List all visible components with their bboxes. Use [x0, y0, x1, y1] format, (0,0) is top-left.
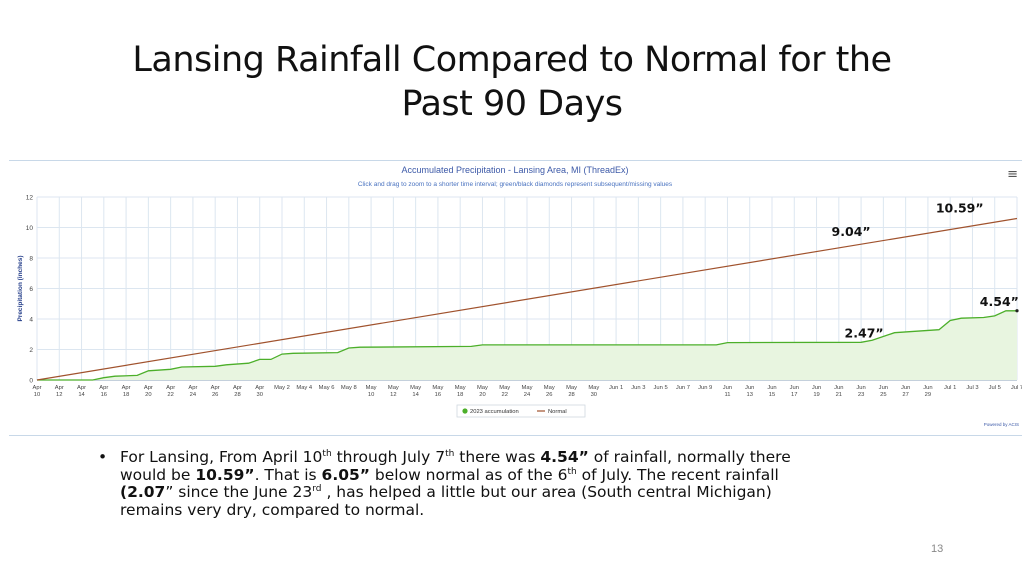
- x-tick-label: May 18: [455, 385, 466, 398]
- x-tick-label: Jul 3: [966, 385, 978, 391]
- slide-title-line-2: Past 90 Days: [401, 84, 623, 124]
- bullet-superscript: th: [567, 466, 577, 477]
- x-tick-label: Jul 7: [1011, 385, 1022, 391]
- x-tick-label: Apr 16: [99, 385, 108, 398]
- x-tick-label: May 6: [319, 385, 335, 391]
- bullet-text-part: , has helped a little but our area (Sout…: [120, 483, 772, 519]
- bullet-dot: •: [98, 448, 108, 466]
- y-tick-label: 6: [29, 286, 33, 293]
- bullet-text-part: through July 7: [331, 448, 446, 466]
- x-tick-label: Jun 13: [745, 385, 754, 398]
- x-tick-label: Jun 27: [901, 385, 910, 398]
- series-2023-end-point: [1015, 309, 1019, 313]
- y-tick-label: 0: [29, 378, 33, 385]
- slide-title-line-1: Lansing Rainfall Compared to Normal for …: [132, 40, 892, 80]
- bullet-bold-value: 6.05”: [321, 465, 370, 484]
- x-tick-label: Apr 26: [211, 385, 220, 398]
- chart-panel[interactable]: Accumulated Precipitation - Lansing Area…: [9, 160, 1022, 436]
- summary-bullet: • For Lansing, From April 10th through J…: [98, 448, 804, 519]
- x-tick-label: Apr 28: [233, 385, 242, 398]
- x-tick-label: May 24: [522, 385, 533, 398]
- value-annotation: 9.04”: [832, 224, 871, 239]
- accumulated-precipitation-chart[interactable]: Accumulated Precipitation - Lansing Area…: [9, 161, 1022, 435]
- x-tick-label: Apr 14: [77, 385, 86, 398]
- bullet-superscript: rd: [312, 484, 322, 494]
- x-tick-label: May 12: [388, 385, 399, 398]
- y-tick-label: 4: [29, 317, 33, 324]
- bullet-text-part: of July. The recent rainfall: [576, 465, 779, 484]
- x-tick-label: May 4: [296, 385, 313, 391]
- bullet-superscript: th: [445, 449, 455, 459]
- bullet-superscript: th: [322, 449, 332, 459]
- series-normal-line: [36, 217, 1018, 381]
- y-tick-label: 12: [26, 195, 34, 202]
- x-tick-label: Jun 11: [723, 385, 732, 398]
- x-tick-label: Jun 17: [790, 385, 799, 398]
- x-tick-label: May 16: [432, 385, 443, 398]
- bullet-bold-value: 10.59”: [195, 465, 255, 484]
- value-annotation: 10.59”: [936, 201, 984, 216]
- x-tick-label: Apr 24: [188, 385, 197, 398]
- y-tick-label: 10: [26, 225, 34, 232]
- bullet-text: For Lansing, From April 10th through Jul…: [104, 448, 804, 519]
- x-tick-label: Jun 23: [856, 385, 865, 398]
- y-axis-title: Precipitation (inches): [17, 255, 24, 321]
- value-annotation: 2.47”: [845, 325, 884, 340]
- bullet-text-part: ” since the June 23: [165, 483, 313, 501]
- chart-legend: 2023 accumulation Normal: [456, 404, 586, 418]
- x-tick-label: May 2: [274, 385, 290, 391]
- x-tick-label: Jun 9: [698, 385, 712, 391]
- legend-2023-label: 2023 accumulation: [470, 409, 519, 415]
- x-tick-label: Jun 7: [676, 385, 690, 391]
- x-tick-label: Jun 29: [923, 385, 932, 398]
- bullet-text-part: there was: [454, 448, 541, 466]
- bullet-text-part: For Lansing, From April 10: [120, 448, 323, 466]
- series-2023-line: [37, 310, 1017, 381]
- bullet-text-part: of rainfall, normally there would be: [120, 448, 791, 484]
- legend-2023-marker: [462, 408, 468, 414]
- x-tick-label: Apr 12: [55, 385, 64, 398]
- x-tick-label: May 20: [477, 385, 488, 398]
- x-tick-label: Apr 22: [166, 385, 175, 398]
- chart-credit: Powered by ACIS: [984, 422, 1019, 427]
- x-tick-label: Jun 19: [812, 385, 821, 398]
- bullet-bold-value: 4.54”: [540, 448, 589, 466]
- x-tick-label: Apr 30: [255, 385, 264, 398]
- x-tick-label: May 10: [366, 385, 377, 398]
- bullet-bold-value: (2.07: [120, 483, 166, 501]
- y-tick-label: 2: [29, 347, 33, 354]
- legend-normal-label: Normal: [548, 409, 567, 415]
- slide-title: Lansing Rainfall Compared to Normal for …: [0, 38, 1024, 126]
- bullet-text-part: . That is: [254, 465, 322, 484]
- x-tick-label: May 22: [499, 385, 510, 398]
- x-tick-label: May 8: [341, 385, 357, 391]
- page-number: 13: [931, 543, 944, 555]
- x-tick-label: May 30: [588, 385, 599, 398]
- x-tick-label: Jun 15: [767, 385, 776, 398]
- legend-box: [456, 404, 586, 418]
- x-tick-label: Apr 10: [32, 385, 41, 398]
- x-tick-label: Apr 20: [144, 385, 153, 398]
- hamburger-menu-icon[interactable]: ≡: [1007, 167, 1018, 182]
- x-tick-label: Jun 3: [631, 385, 645, 391]
- bullet-text-part: below normal as of the 6: [369, 465, 568, 484]
- x-tick-label: May 14: [410, 385, 421, 398]
- x-tick-label: Jul 1: [944, 385, 956, 391]
- x-tick-label: Jun 5: [654, 385, 668, 391]
- x-tick-label: Jun 1: [609, 385, 623, 391]
- x-tick-label: Jul 5: [989, 385, 1001, 391]
- value-annotation: 4.54”: [980, 294, 1019, 309]
- x-tick-label: May 26: [544, 385, 555, 398]
- y-tick-label: 8: [29, 256, 33, 263]
- x-tick-label: May 28: [566, 385, 577, 398]
- chart-title: Accumulated Precipitation - Lansing Area…: [401, 165, 628, 175]
- chart-subtitle: Click and drag to zoom to a shorter time…: [358, 181, 673, 188]
- x-tick-label: Jun 25: [879, 385, 888, 398]
- x-tick-label: Jun 21: [834, 385, 843, 398]
- x-tick-label: Apr 18: [122, 385, 131, 398]
